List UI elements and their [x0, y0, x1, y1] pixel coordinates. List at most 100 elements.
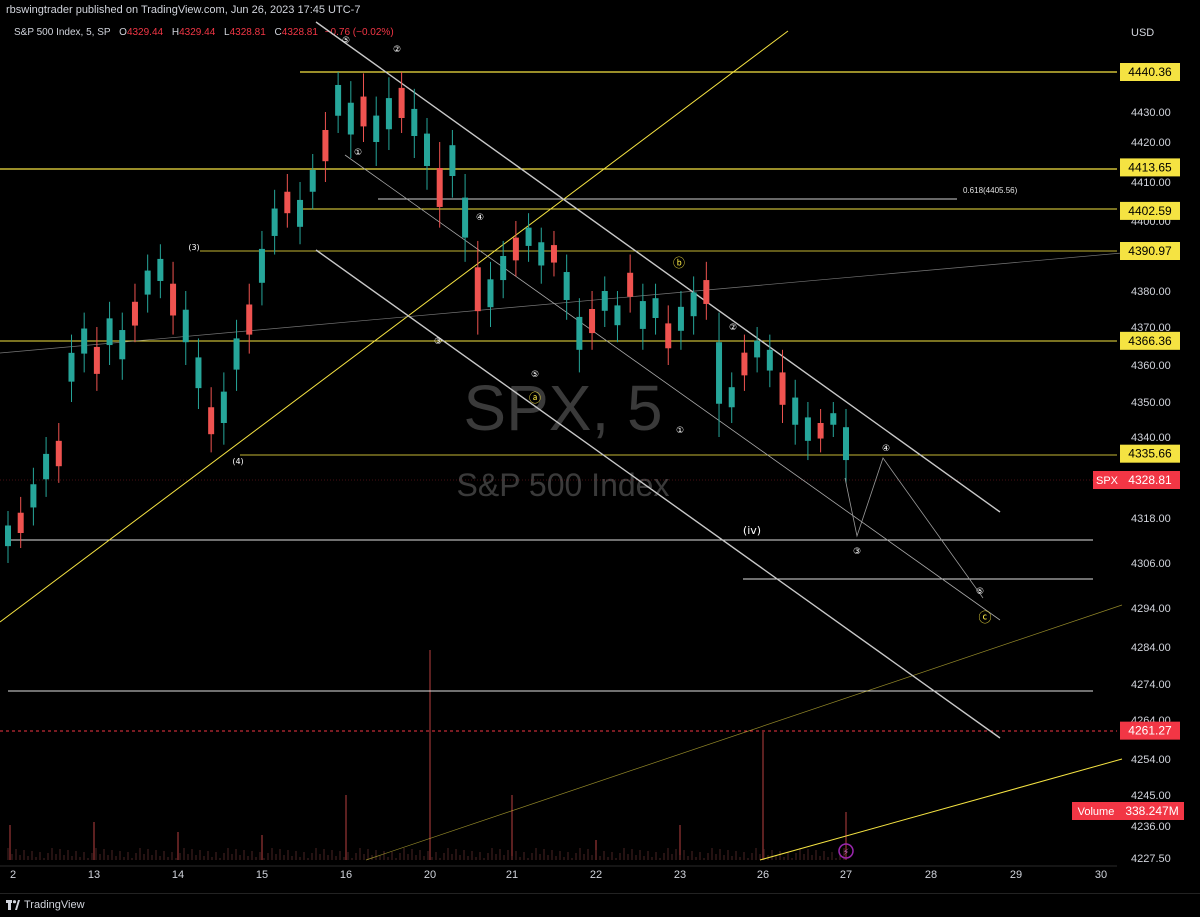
price-chart[interactable]: SPX, 5 S&P 500 Index 0.618(4405.56) ⑤ ② …	[0, 0, 1200, 893]
y-tick-label: 4254.00	[1131, 754, 1171, 766]
candle-body	[43, 453, 50, 480]
candle-body	[182, 309, 189, 343]
trendline-yellow-rising[interactable]	[0, 30, 789, 623]
y-tick-label: 4294.00	[1131, 603, 1171, 615]
y-tick-label: 4380.00	[1131, 286, 1171, 298]
price-label: 4390.97	[1128, 244, 1172, 258]
y-axis: 4227.504236.004245.004254.004264.004274.…	[1131, 107, 1171, 865]
y-tick-label: 4370.00	[1131, 322, 1171, 334]
candle-body	[68, 352, 75, 382]
candle-body	[360, 96, 367, 127]
candle-body	[157, 258, 164, 281]
channel-lower[interactable]	[315, 249, 1001, 739]
close-value: 4328.81	[281, 27, 318, 38]
price-label: 4335.66	[1128, 447, 1172, 461]
x-tick-label: 20	[424, 869, 436, 881]
y-tick-label: 4420.00	[1131, 137, 1171, 149]
candle-body	[271, 208, 278, 236]
wave-label: ①	[676, 426, 684, 436]
y-tick-label: 4360.00	[1131, 360, 1171, 372]
candle-body	[449, 145, 456, 176]
candles	[5, 72, 849, 563]
candle-body	[106, 318, 113, 346]
y-tick-label: 4430.00	[1131, 107, 1171, 119]
high-label: H	[171, 27, 180, 38]
x-tick-label: 13	[88, 869, 100, 881]
watermark-ticker: SPX, 5	[463, 372, 662, 444]
candle-body	[779, 372, 786, 405]
candle-body	[627, 272, 634, 297]
trendline-yellow-lower[interactable]	[759, 758, 1123, 861]
wave-label: ④	[882, 444, 890, 454]
candle-body	[487, 279, 494, 308]
channel-upper[interactable]	[315, 21, 1001, 513]
wave-label: ②	[393, 45, 401, 55]
wave-label-c: ⓒ	[978, 611, 991, 626]
x-tick-label: 15	[256, 869, 268, 881]
footer: TradingView	[0, 893, 1200, 917]
lightning-glyph: ⚡	[843, 847, 849, 857]
price-label: 4366.36	[1128, 334, 1172, 348]
candle-body	[170, 283, 177, 316]
low-value: 4328.81	[229, 27, 266, 38]
candle-body	[817, 423, 824, 439]
candle-body	[716, 342, 723, 404]
candle-body	[258, 248, 265, 283]
lightning-icon[interactable]	[838, 843, 854, 859]
wave-label: ①	[354, 148, 362, 158]
wave-label: ⑤	[342, 36, 350, 46]
x-tick-label: 22	[590, 869, 602, 881]
x-tick-label: 28	[925, 869, 937, 881]
price-tag-symbol: SPX	[1096, 475, 1119, 487]
x-tick-label: 26	[757, 869, 769, 881]
candle-body	[424, 133, 430, 166]
x-axis: 2 13 14 15 16 20 21 22 23 26 27 28 29 30	[10, 869, 1107, 881]
volume-value-box	[1120, 802, 1184, 820]
change-value: −0.76 (−0.02%)	[324, 27, 394, 38]
wave-label-b: ⓑ	[673, 256, 685, 270]
price-label-box	[1120, 201, 1180, 220]
wave-label: ⑤	[531, 370, 539, 380]
y-tick-label: 4284.00	[1131, 642, 1171, 654]
y-tick-label: 4410.00	[1131, 177, 1171, 189]
candle-body	[830, 413, 837, 425]
price-label-box	[1120, 331, 1180, 350]
close-label: C	[274, 27, 282, 38]
price-label: 4402.59	[1128, 204, 1172, 218]
open-label: O	[119, 27, 127, 38]
candle-body	[601, 291, 608, 311]
candle-body	[512, 237, 519, 261]
currency-label: USD	[1131, 27, 1155, 39]
volume-value: 338.247M	[1125, 804, 1178, 818]
candle-body	[411, 108, 418, 136]
symbol-legend[interactable]: S&P 500 Index, 5, SP O4329.44 H4329.44 L…	[14, 27, 394, 38]
candle-body	[195, 357, 202, 389]
candle-body	[538, 242, 545, 266]
trendline-yellow-faint[interactable]	[365, 604, 1123, 861]
y-tick-label: 4306.00	[1131, 558, 1171, 570]
projection-path	[844, 457, 984, 599]
x-tick-label: 23	[674, 869, 686, 881]
candle-body	[462, 197, 469, 238]
candle-body	[703, 280, 710, 304]
x-tick-label: 27	[840, 869, 852, 881]
candle-body	[525, 227, 532, 246]
y-tick-label: 4340.00	[1131, 432, 1171, 444]
price-label-box	[1120, 158, 1180, 177]
candle-body	[385, 98, 392, 130]
price-label-box	[1120, 63, 1180, 81]
wave-label: ⑤	[976, 587, 984, 597]
y-tick-label: 4227.50	[1131, 853, 1171, 865]
candle-body	[347, 102, 354, 135]
trendline-grey[interactable]	[0, 252, 1123, 354]
candle-body	[119, 330, 126, 360]
wave-label: ②	[729, 323, 737, 333]
candle-body	[93, 346, 100, 374]
y-tick-label: 4274.00	[1131, 679, 1171, 691]
channel-mid[interactable]	[344, 154, 1001, 621]
candle-body	[550, 245, 557, 263]
candle-body	[690, 292, 697, 317]
watermark-name: S&P 500 Index	[457, 467, 670, 503]
symbol-name[interactable]: S&P 500 Index, 5, SP	[14, 27, 111, 38]
candle-body	[208, 407, 215, 435]
